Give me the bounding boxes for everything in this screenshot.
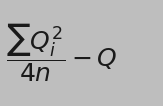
Text: $\dfrac{\sum Q_i^2}{4n} - Q$: $\dfrac{\sum Q_i^2}{4n} - Q$ xyxy=(6,22,118,84)
